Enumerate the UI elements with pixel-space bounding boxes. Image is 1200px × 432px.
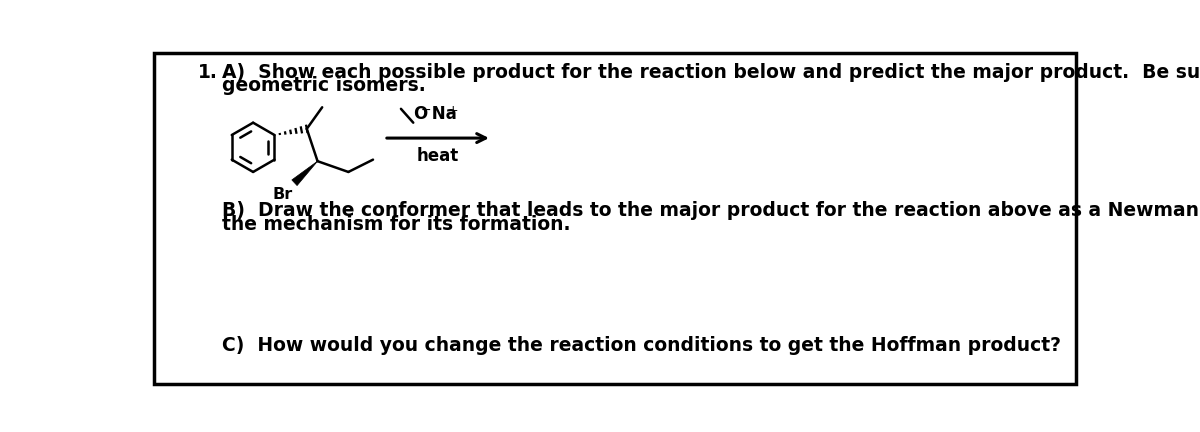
Text: Na: Na [426, 105, 457, 123]
Text: A)  Show each possible product for the reaction below and predict the major prod: A) Show each possible product for the re… [222, 63, 1200, 82]
Text: −: − [421, 104, 432, 117]
Text: geometric isomers.: geometric isomers. [222, 76, 426, 95]
Text: Br: Br [272, 187, 293, 202]
Text: 1.: 1. [198, 63, 217, 82]
Text: +: + [448, 104, 458, 117]
Text: heat: heat [416, 147, 460, 165]
Text: B)  Draw the conformer that leads to the major product for the reaction above as: B) Draw the conformer that leads to the … [222, 201, 1200, 220]
Polygon shape [292, 161, 318, 186]
Text: O: O [413, 105, 427, 123]
Text: C)  How would you change the reaction conditions to get the Hoffman product?: C) How would you change the reaction con… [222, 336, 1061, 355]
Text: the mechanism for its formation.: the mechanism for its formation. [222, 215, 571, 234]
